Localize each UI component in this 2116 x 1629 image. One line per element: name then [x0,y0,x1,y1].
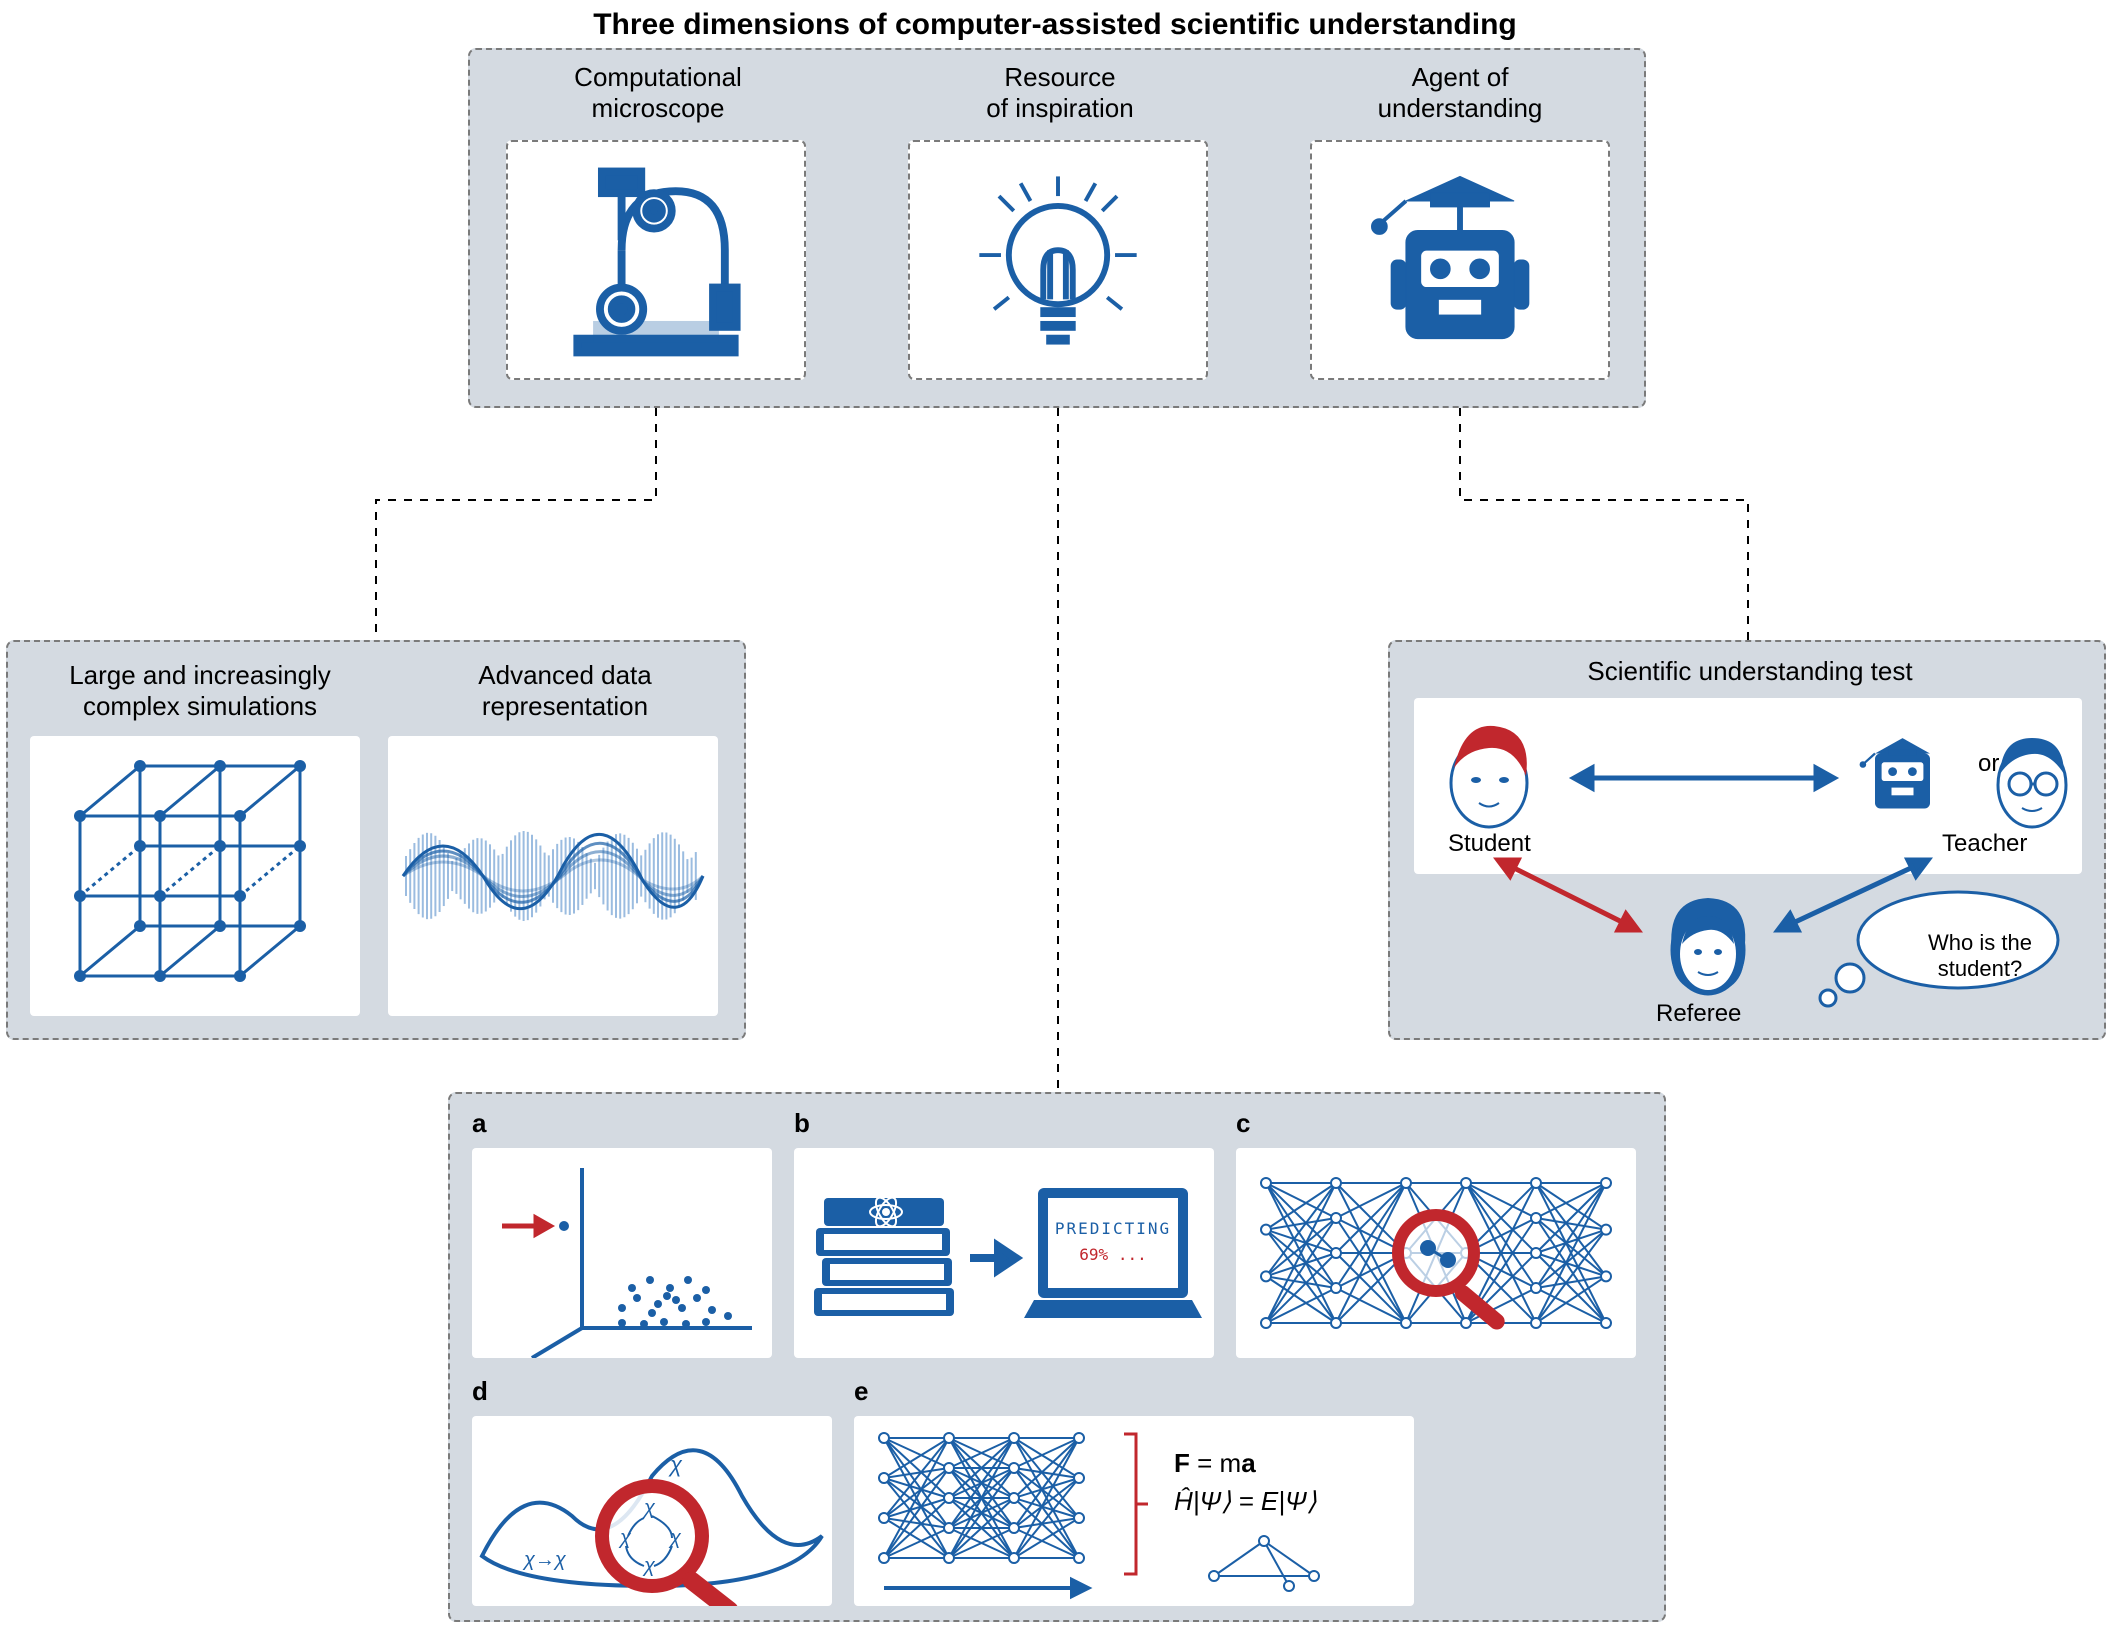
svg-text:F = ma: F = ma [1174,1448,1256,1478]
panel-c-card [1236,1148,1636,1358]
svg-text:χ: χ [642,1497,656,1519]
outlier-icon [472,1148,772,1358]
simulations-label: Large and increasinglycomplex simulation… [30,660,370,722]
percent-text: 69% ... [1079,1245,1146,1264]
predicting-text: PREDICTING [1055,1219,1171,1238]
referee-label: Referee [1656,1000,1741,1028]
panel-e-card: F = ma Ĥ|Ψ⟩ = E|Ψ⟩ [854,1416,1414,1606]
speech-bubble-text: Who is thestudent? [1900,930,2060,982]
datarep-label: Advanced datarepresentation [410,660,720,722]
svg-text:Ĥ|Ψ⟩ = E|Ψ⟩: Ĥ|Ψ⟩ = E|Ψ⟩ [1174,1486,1317,1516]
microscope-label: Computationalmicroscope [528,62,788,124]
lattice-icon [30,736,360,1016]
panel-e-letter: e [854,1376,868,1407]
lattice-card [30,736,360,1016]
panel-c-letter: c [1236,1108,1250,1139]
svg-text:χ: χ [668,1452,683,1477]
lightbulb-icon [910,142,1206,378]
panel-d-card: χ χ→χ χ χ χ χ [472,1416,832,1606]
waves-card [388,736,718,1016]
panel-b-card: PREDICTING 69% ... [794,1148,1214,1358]
microscope-card [506,140,806,380]
lightbulb-card [908,140,1208,380]
panel-b-letter: b [794,1108,810,1139]
robot-card [1310,140,1610,380]
landscape-magnify-icon: χ χ→χ χ χ χ χ [472,1416,832,1606]
panel-a-letter: a [472,1108,486,1139]
books-laptop-icon: PREDICTING 69% ... [794,1148,1214,1358]
robot-label: Agent ofunderstanding [1330,62,1590,124]
panel-a-card [472,1148,772,1358]
lightbulb-label: Resourceof inspiration [930,62,1190,124]
microscope-icon [508,142,804,378]
nn-equations-icon: F = ma Ĥ|Ψ⟩ = E|Ψ⟩ [854,1416,1414,1606]
main-title: Three dimensions of computer-assisted sc… [555,8,1555,42]
svg-text:χ: χ [642,1555,656,1577]
nn-magnify-icon [1236,1148,1636,1358]
svg-text:χ→χ: χ→χ [522,1549,567,1571]
panel-d-letter: d [472,1376,488,1407]
waves-icon [388,736,718,1016]
robot-icon [1312,142,1608,378]
